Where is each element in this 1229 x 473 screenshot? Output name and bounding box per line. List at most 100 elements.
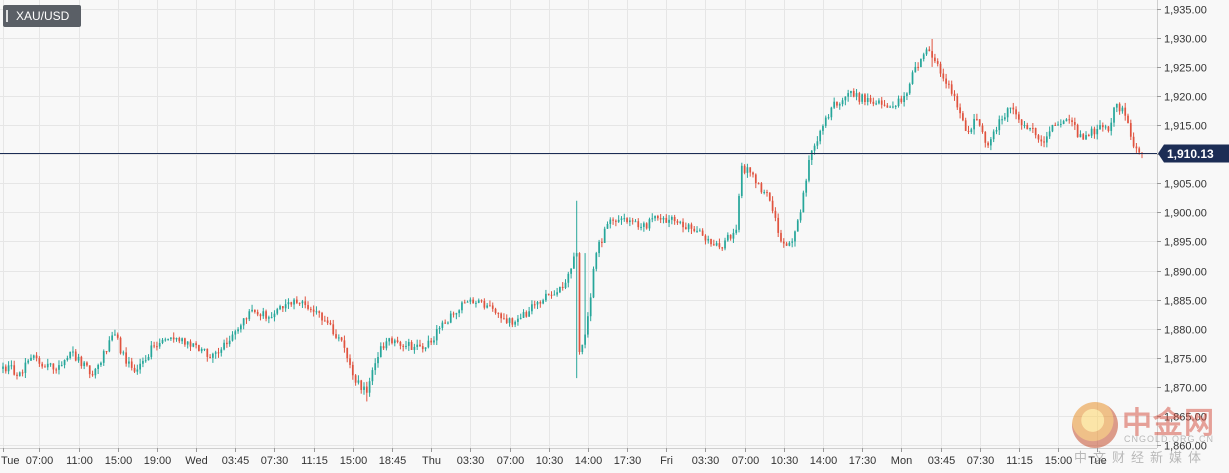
candle-body xyxy=(1048,131,1051,137)
price-tag-label: 1,910.13 xyxy=(1167,147,1214,161)
candle-body xyxy=(928,49,931,52)
candle-body xyxy=(978,119,981,126)
candle-body xyxy=(192,343,195,347)
y-tick-label: 1,875.00 xyxy=(1164,354,1207,366)
candle-body xyxy=(251,309,253,312)
x-tick-label: 11:15 xyxy=(301,455,328,467)
candle-body xyxy=(1071,120,1073,123)
candle-body xyxy=(934,57,936,62)
price-axis[interactable]: 1,935.00 1,930.00 1,925.00 1,920.00 1,915.00… xyxy=(1157,5,1207,453)
candle-body xyxy=(267,317,270,319)
candle-body xyxy=(489,305,491,307)
candle-body xyxy=(461,302,463,311)
candle-body xyxy=(343,340,346,348)
candle-body xyxy=(763,192,766,194)
candle-body xyxy=(1121,107,1124,112)
candle-body xyxy=(321,312,323,321)
candle-body xyxy=(1043,141,1045,143)
candle-body xyxy=(172,337,175,340)
candle-body xyxy=(962,113,964,121)
candle-body xyxy=(351,364,354,376)
candle-body xyxy=(838,104,841,106)
candle-body xyxy=(651,218,654,220)
candle-body xyxy=(718,243,721,248)
candle-body xyxy=(181,338,183,342)
x-tick-label: Tue xyxy=(1,455,20,467)
candle-body xyxy=(1076,124,1079,138)
candle-body xyxy=(721,247,724,249)
candle-body xyxy=(105,351,108,353)
candle-body xyxy=(656,216,659,219)
candle-body xyxy=(178,337,181,342)
candle-body xyxy=(24,362,27,373)
candle-body xyxy=(864,94,866,102)
candle-body xyxy=(757,183,760,185)
candle-body xyxy=(631,220,634,222)
watermark: 中金网 CNGOLD.ORG.CN 中文财经新媒体 xyxy=(1072,400,1222,470)
candle-body xyxy=(511,318,514,325)
candle-body xyxy=(724,240,726,249)
candle-body xyxy=(936,61,939,64)
time-axis[interactable]: Tue 07:00 11:00 15:00 19:00 Wed 03:45 07:30 11:1… xyxy=(1,448,1107,467)
candle-body xyxy=(158,342,161,347)
x-tick-label: 11:00 xyxy=(66,455,93,467)
candle-body xyxy=(494,308,497,313)
candle-body xyxy=(687,224,690,230)
symbol-label[interactable]: XAU/USD xyxy=(3,5,82,27)
candle-body xyxy=(665,217,668,223)
candle-body xyxy=(80,356,83,367)
candle-body xyxy=(866,97,869,102)
candle-body xyxy=(340,337,343,341)
candle-body xyxy=(287,302,290,305)
candle-body xyxy=(1057,124,1059,126)
candle-body xyxy=(766,192,768,194)
candle-body xyxy=(810,150,813,160)
candle-body xyxy=(1129,123,1132,137)
candle-body xyxy=(894,105,897,107)
candle-body xyxy=(796,220,799,232)
candle-body xyxy=(673,216,676,222)
candle-body xyxy=(41,363,44,367)
candle-body xyxy=(49,363,52,365)
candle-body xyxy=(1085,135,1087,140)
candle-body xyxy=(214,352,217,354)
candle-body xyxy=(808,160,810,181)
candle-body xyxy=(654,216,656,219)
candle-body xyxy=(878,100,880,104)
y-tick-label: 1,890.00 xyxy=(1164,267,1207,279)
x-tick-label: Tue xyxy=(1088,455,1107,467)
candle-body xyxy=(615,220,617,222)
y-tick-label: 1,895.00 xyxy=(1164,237,1207,249)
candle-body xyxy=(698,230,701,232)
candle-body xyxy=(967,130,970,133)
current-price-tag: 1,910.13 xyxy=(1158,144,1229,163)
candle-body xyxy=(279,306,281,310)
candle-body xyxy=(869,97,872,102)
candle-body xyxy=(497,312,500,314)
candle-body xyxy=(483,300,486,308)
candle-body xyxy=(836,101,838,106)
candle-body xyxy=(514,321,516,325)
candle-body xyxy=(1079,134,1082,138)
x-tick-label: 03:45 xyxy=(928,455,956,467)
candle-body xyxy=(223,342,225,350)
x-tick-label: 10:30 xyxy=(771,455,799,467)
candle-body xyxy=(1115,103,1118,108)
candle-body xyxy=(2,366,4,369)
candle-body xyxy=(433,340,435,343)
candle-body xyxy=(623,218,626,220)
candle-body xyxy=(435,329,438,341)
candle-body xyxy=(850,90,852,94)
candle-body xyxy=(925,49,928,55)
candle-body xyxy=(768,192,771,201)
candle-body xyxy=(886,105,889,108)
candle-body xyxy=(111,335,114,341)
candle-body xyxy=(872,101,875,104)
candle-body xyxy=(531,304,533,312)
x-tick-label: 07:30 xyxy=(967,455,995,467)
candle-body xyxy=(833,101,836,108)
candlestick-series xyxy=(2,38,1143,402)
candle-body xyxy=(281,306,284,309)
candle-body xyxy=(679,221,682,223)
